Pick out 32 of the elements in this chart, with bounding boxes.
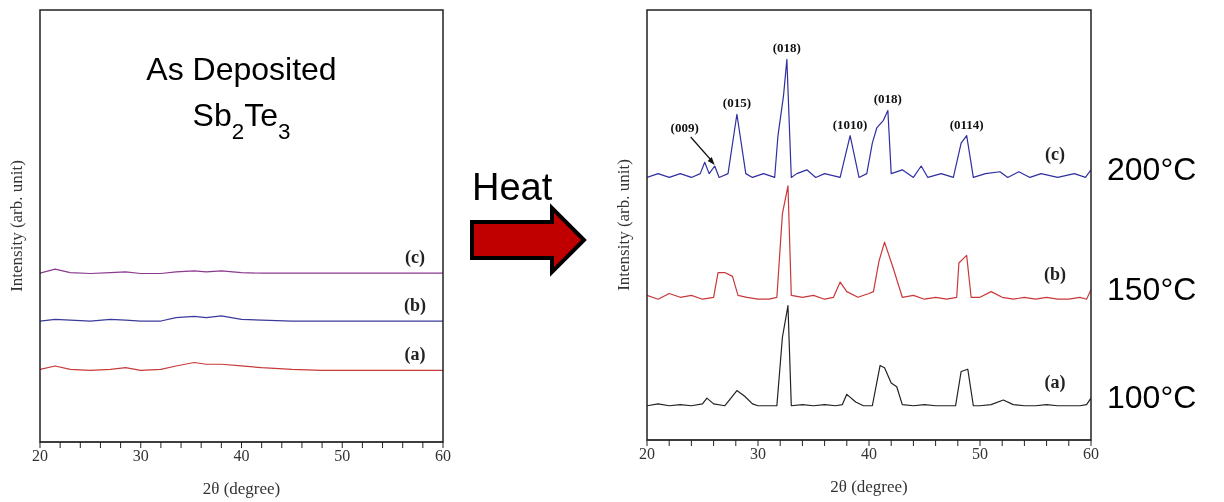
text: As Deposited <box>146 51 337 87</box>
annotation: (1010) <box>832 116 868 132</box>
series-label: (b) <box>1044 263 1066 285</box>
y-axis-title: Intensity (arb. unit) <box>7 160 26 292</box>
series-label: (a) <box>1044 372 1066 394</box>
series-label: (c) <box>1045 143 1065 165</box>
series-label: (b) <box>404 295 426 317</box>
text: Heat <box>472 166 553 208</box>
series-label: (c) <box>405 247 425 269</box>
annotation: (018) <box>873 91 902 107</box>
x-tick-label: 30 <box>132 447 149 465</box>
text: 100°C <box>1107 379 1197 416</box>
series-label: (a) <box>404 344 426 366</box>
x-tick-label: 40 <box>233 447 250 465</box>
annotation: (009) <box>670 120 699 136</box>
text: 200°C <box>1107 150 1197 187</box>
text: 150°C <box>1107 270 1197 307</box>
x-axis-title: 2θ (degree) <box>202 479 281 498</box>
x-tick-label: 40 <box>861 445 877 463</box>
x-tick-label: 30 <box>750 445 766 463</box>
x-axis-title: 2θ (degree) <box>830 477 908 496</box>
x-tick-label: 60 <box>435 447 451 465</box>
x-tick-label: 20 <box>32 447 48 465</box>
annotation: (015) <box>722 95 751 111</box>
annotation: (018) <box>772 40 801 56</box>
x-tick-label: 50 <box>972 445 988 463</box>
x-tick-label: 50 <box>334 447 351 465</box>
text: Sb$_{2}$Te$_{3}$ <box>192 97 291 144</box>
x-tick-label: 20 <box>639 445 655 463</box>
y-axis-title: Intensity (arb. unit) <box>614 159 633 291</box>
annotation: (0114) <box>949 116 984 132</box>
x-tick-label: 60 <box>1083 445 1099 463</box>
